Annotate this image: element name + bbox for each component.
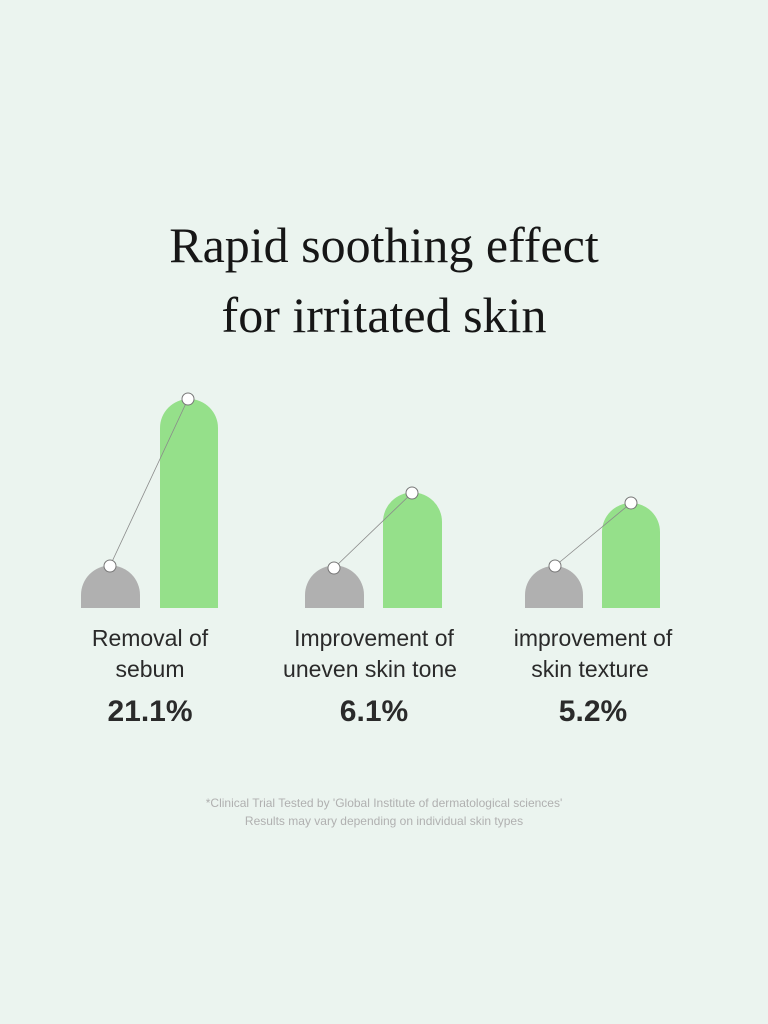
after-bar bbox=[383, 492, 442, 608]
dot bbox=[327, 561, 341, 575]
connector bbox=[109, 398, 189, 567]
item-label: uneven skin tone bbox=[283, 656, 457, 682]
dot bbox=[405, 486, 419, 500]
connector bbox=[554, 502, 632, 567]
item-graphic bbox=[81, 392, 218, 608]
item-label: sebum bbox=[115, 656, 184, 682]
connector bbox=[333, 492, 413, 569]
item-value: 6.1% bbox=[340, 695, 408, 728]
item-graphic bbox=[525, 496, 660, 608]
item-graphic bbox=[305, 486, 442, 608]
item-value: 5.2% bbox=[559, 695, 627, 728]
before-shape bbox=[81, 565, 140, 608]
after-bar bbox=[160, 399, 218, 608]
dot bbox=[181, 392, 195, 406]
title-line: Rapid soothing effect bbox=[169, 217, 599, 273]
item-label: skin texture bbox=[531, 656, 649, 682]
footnote: *Clinical Trial Tested by 'Global Instit… bbox=[206, 796, 563, 810]
dot bbox=[624, 496, 638, 510]
title-line: for irritated skin bbox=[222, 287, 547, 343]
before-shape bbox=[525, 566, 583, 608]
item-label: improvement of bbox=[514, 625, 673, 651]
item-label: Removal of bbox=[92, 625, 209, 651]
after-bar bbox=[602, 503, 660, 608]
footnote: Results may vary depending on individual… bbox=[245, 814, 523, 828]
dot bbox=[548, 559, 562, 573]
dot bbox=[103, 559, 117, 573]
item-label: Improvement of bbox=[294, 625, 454, 651]
item-value: 21.1% bbox=[107, 695, 192, 728]
before-shape bbox=[305, 565, 364, 608]
